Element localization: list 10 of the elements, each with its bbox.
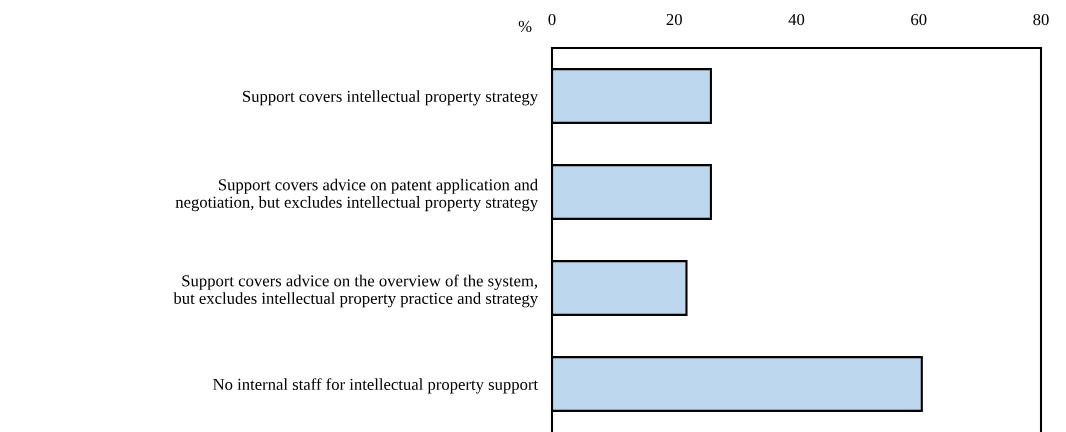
x-tick-label: 0 <box>548 13 556 26</box>
x-axis-title: % <box>518 20 532 32</box>
y-tick-label: No internal staff for intellectual property support <box>213 378 539 394</box>
y-tick-label: Support covers advice on the overview of the system, but excludes intellectual property practice and strategy <box>173 274 539 308</box>
y-tick-label: Support covers advice on patent application and negotiation, but excludes intellectual property strategy <box>175 178 539 212</box>
y-tick-label: Support covers intellectual property strategy <box>243 90 539 106</box>
x-tick-label: 20 <box>666 13 682 26</box>
x-tick-label: 80 <box>1033 13 1049 26</box>
x-tick-label: 40 <box>788 13 805 26</box>
x-tick-label: 60 <box>911 13 927 26</box>
